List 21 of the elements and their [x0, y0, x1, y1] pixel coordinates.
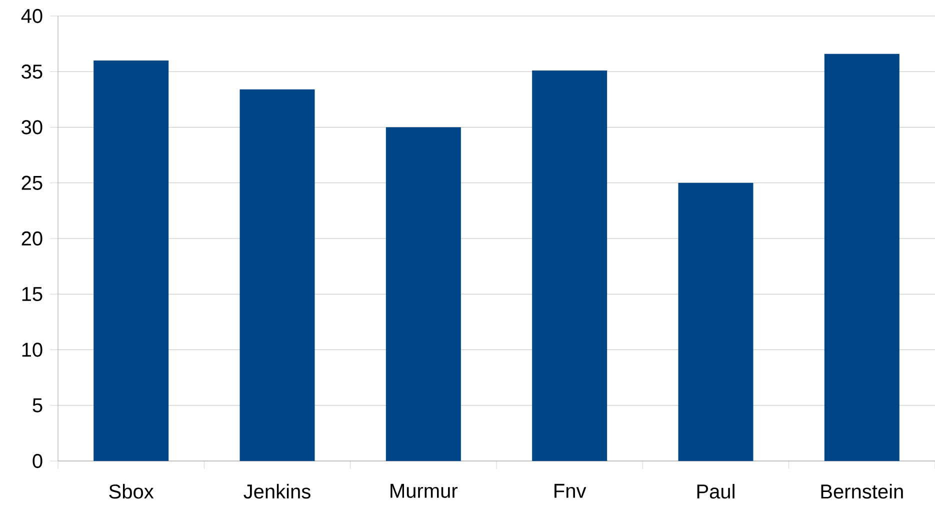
y-tick-label: 0	[32, 454, 42, 468]
bar	[678, 182, 754, 462]
y-tick-label: 5	[32, 398, 42, 412]
x-tick-label: Fnv	[554, 484, 586, 498]
bar	[386, 127, 461, 462]
x-tick-label: Murmur	[390, 484, 458, 498]
y-tick-label: 35	[22, 64, 42, 79]
y-tick-label: 10	[22, 342, 42, 357]
bar	[94, 60, 169, 462]
x-tick-label: Jenkins	[244, 484, 310, 499]
x-tick-label: Sbox	[109, 484, 154, 499]
x-tick-label: Bernstein	[821, 484, 903, 499]
bar	[240, 89, 315, 462]
y-tick-label: 15	[22, 287, 42, 302]
y-tick-label: 30	[22, 120, 42, 134]
bar	[532, 70, 608, 462]
x-tick-label: Paul	[697, 484, 734, 499]
y-tick-label: 20	[22, 231, 42, 246]
bar	[824, 54, 900, 462]
y-tick-label: 25	[22, 176, 42, 190]
y-tick-label: 40	[21, 8, 42, 24]
